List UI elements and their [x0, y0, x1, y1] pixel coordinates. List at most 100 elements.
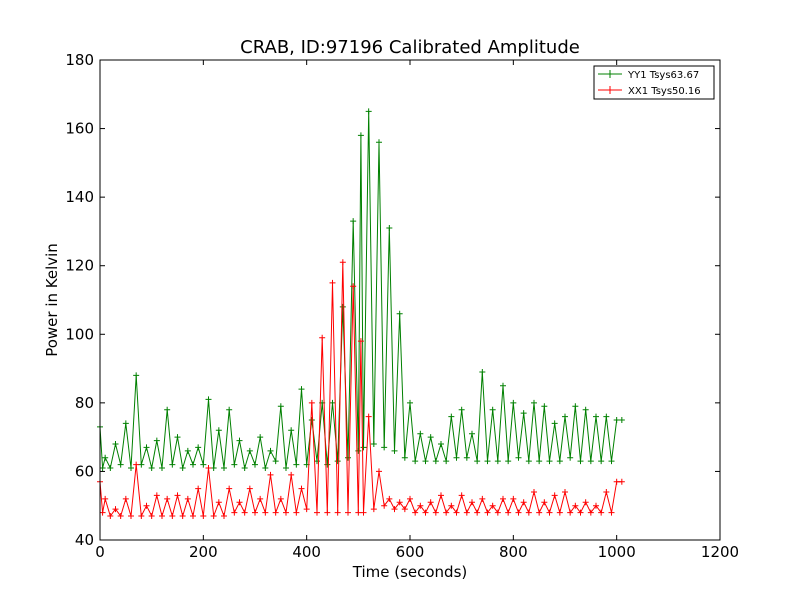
- data-point-xx1: [252, 509, 258, 516]
- data-point-yy1: [184, 447, 191, 454]
- data-point-yy1: [190, 461, 196, 468]
- data-point-yy1: [531, 399, 537, 406]
- data-point-xx1: [262, 509, 269, 516]
- data-point-xx1: [536, 509, 543, 516]
- data-point-xx1: [443, 509, 450, 516]
- data-point-yy1: [489, 406, 496, 413]
- data-point-yy1: [432, 458, 439, 465]
- data-point-xx1: [479, 495, 486, 502]
- data-point-yy1: [164, 406, 171, 413]
- data-point-yy1: [365, 108, 372, 115]
- data-point-xx1: [303, 506, 310, 513]
- data-point-xx1: [381, 502, 388, 509]
- data-point-yy1: [427, 434, 434, 441]
- data-point-xx1: [215, 499, 222, 506]
- data-point-xx1: [603, 489, 610, 495]
- data-point-xx1: [417, 502, 424, 509]
- data-point-xx1: [112, 506, 119, 513]
- data-point-xx1: [613, 478, 620, 485]
- data-point-xx1: [231, 509, 238, 516]
- data-point-xx1: [355, 509, 362, 516]
- data-point-yy1: [102, 454, 109, 461]
- series-line-yy1: [99, 111, 622, 470]
- data-point-xx1: [391, 506, 398, 513]
- data-point-yy1: [567, 454, 574, 461]
- data-point-xx1: [582, 499, 589, 506]
- data-point-xx1: [195, 485, 202, 492]
- data-point-yy1: [422, 458, 429, 465]
- data-point-xx1: [122, 495, 129, 502]
- data-point-yy1: [474, 458, 481, 465]
- data-point-xx1: [210, 513, 217, 519]
- data-point-yy1: [195, 444, 202, 451]
- data-point-yy1: [525, 458, 532, 465]
- data-point-xx1: [494, 509, 501, 516]
- data-point-yy1: [236, 437, 243, 444]
- x-tick-label: 400: [292, 543, 321, 561]
- data-point-yy1: [262, 465, 269, 471]
- data-point-yy1: [153, 437, 160, 444]
- data-point-xx1: [164, 495, 171, 502]
- legend-box: [593, 65, 715, 100]
- data-point-xx1: [314, 509, 320, 516]
- data-point-xx1: [608, 509, 615, 516]
- data-point-xx1: [546, 509, 553, 516]
- legend-label-yy1: YY1 Tsys63.67: [627, 70, 699, 81]
- data-point-yy1: [412, 458, 419, 465]
- data-point-xx1: [567, 509, 574, 516]
- data-point-xx1: [360, 509, 367, 516]
- x-tick-label: 0: [95, 543, 105, 561]
- data-point-yy1: [350, 218, 357, 225]
- y-tick-label: 140: [65, 188, 94, 206]
- data-point-yy1: [210, 465, 217, 471]
- data-point-xx1: [246, 485, 253, 492]
- y-tick-label: 80: [75, 394, 94, 412]
- data-point-xx1: [190, 513, 196, 519]
- data-point-xx1: [556, 509, 563, 516]
- data-point-yy1: [453, 454, 460, 461]
- data-point-yy1: [252, 461, 258, 468]
- data-point-yy1: [572, 403, 579, 410]
- data-point-xx1: [143, 502, 150, 509]
- data-point-yy1: [329, 399, 336, 406]
- data-point-xx1: [463, 509, 470, 516]
- data-point-yy1: [257, 434, 264, 441]
- data-point-xx1: [174, 492, 181, 499]
- data-point-yy1: [339, 303, 346, 310]
- data-point-yy1: [283, 465, 289, 471]
- data-point-xx1: [562, 489, 568, 495]
- data-point-xx1: [525, 509, 532, 516]
- data-point-yy1: [582, 406, 589, 413]
- data-point-xx1: [396, 499, 403, 506]
- data-point-xx1: [598, 509, 605, 516]
- data-point-xx1: [376, 468, 382, 475]
- data-point-yy1: [277, 403, 284, 410]
- x-tick-label: 1000: [598, 543, 636, 561]
- y-axis-label: Power in Kelvin: [43, 243, 61, 357]
- data-point-yy1: [308, 417, 315, 423]
- data-point-yy1: [608, 458, 615, 465]
- data-point-xx1: [293, 509, 300, 516]
- data-point-xx1: [370, 506, 377, 513]
- data-point-xx1: [221, 513, 227, 519]
- data-point-xx1: [236, 499, 243, 506]
- data-point-xx1: [438, 492, 444, 499]
- data-point-xx1: [200, 513, 207, 519]
- data-point-yy1: [293, 461, 300, 468]
- data-point-yy1: [221, 465, 227, 471]
- data-point-xx1: [159, 513, 165, 519]
- data-point-xx1: [308, 399, 315, 406]
- data-point-xx1: [241, 509, 248, 516]
- data-point-yy1: [200, 461, 207, 468]
- x-axis-label: Time (seconds): [352, 563, 468, 581]
- series-line-xx1: [99, 262, 622, 518]
- data-point-xx1: [407, 495, 413, 502]
- data-point-xx1: [128, 513, 134, 519]
- data-point-yy1: [159, 465, 165, 471]
- data-point-xx1: [448, 502, 455, 509]
- data-point-yy1: [443, 458, 450, 465]
- data-point-xx1: [458, 492, 465, 499]
- data-point-yy1: [479, 369, 486, 375]
- data-point-xx1: [319, 334, 326, 341]
- data-point-yy1: [231, 461, 238, 468]
